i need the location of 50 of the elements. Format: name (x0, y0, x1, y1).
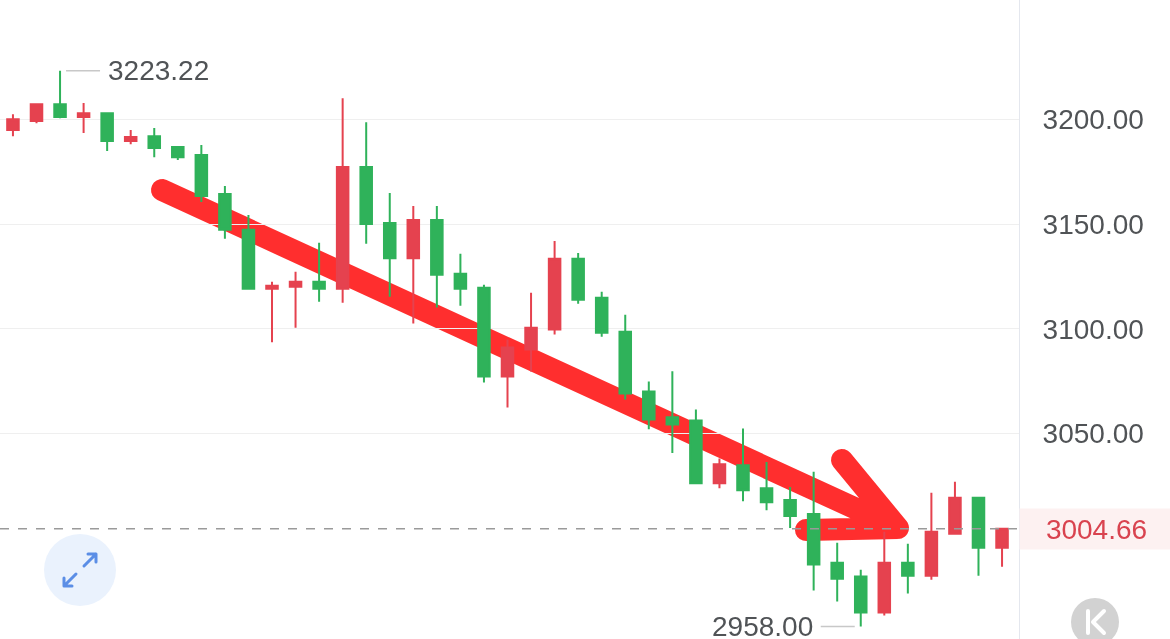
y-tick-label: 3150.00 (1042, 208, 1144, 240)
candlestick (477, 283, 491, 384)
candlestick (53, 69, 67, 120)
candlestick (665, 370, 680, 454)
candlestick (241, 213, 256, 291)
candlestick (524, 291, 538, 373)
candlestick (76, 102, 91, 135)
ref-line-label: 3004.66 (1045, 513, 1148, 545)
candlestick (712, 457, 727, 490)
candlestick (194, 143, 209, 203)
candlestick (736, 427, 750, 503)
candlestick (382, 191, 397, 298)
candlestick (29, 103, 44, 125)
candlestick (100, 112, 114, 153)
candlestick (594, 290, 609, 338)
candlestick (971, 496, 986, 577)
candlestick (312, 241, 326, 303)
candlestick (924, 491, 939, 581)
candlestick (759, 460, 774, 512)
candlestick (901, 542, 915, 595)
candlestick (830, 541, 844, 603)
candlestick (853, 568, 868, 628)
y-tick-label: 3100.00 (1042, 313, 1144, 345)
annotation: 3223.22 (108, 55, 210, 86)
candlestick (806, 470, 821, 592)
y-tick-label: 3050.00 (1042, 418, 1144, 450)
candlestick (453, 252, 468, 307)
candlestick (265, 280, 279, 344)
candlestick (288, 270, 303, 329)
candlestick (6, 113, 20, 138)
candlestick (171, 145, 185, 162)
candlestick (642, 380, 656, 431)
candlestick (547, 239, 562, 336)
candlestick (877, 530, 892, 617)
candlestick (948, 480, 962, 536)
annotation: 2958.00 (712, 611, 814, 639)
candlestick (218, 185, 232, 240)
candlestick (147, 127, 162, 159)
candlestick (406, 204, 421, 325)
candlestick (618, 313, 633, 401)
candlestick (359, 121, 373, 245)
candlestick (995, 527, 1009, 568)
candlestick (335, 97, 350, 304)
candlestick (689, 408, 703, 486)
y-tick-label: 3200.00 (1042, 104, 1144, 136)
candlestick (123, 129, 138, 146)
candlestick (430, 204, 444, 309)
candlestick (500, 338, 515, 409)
candlestick (783, 486, 797, 529)
candlestick (571, 252, 585, 305)
